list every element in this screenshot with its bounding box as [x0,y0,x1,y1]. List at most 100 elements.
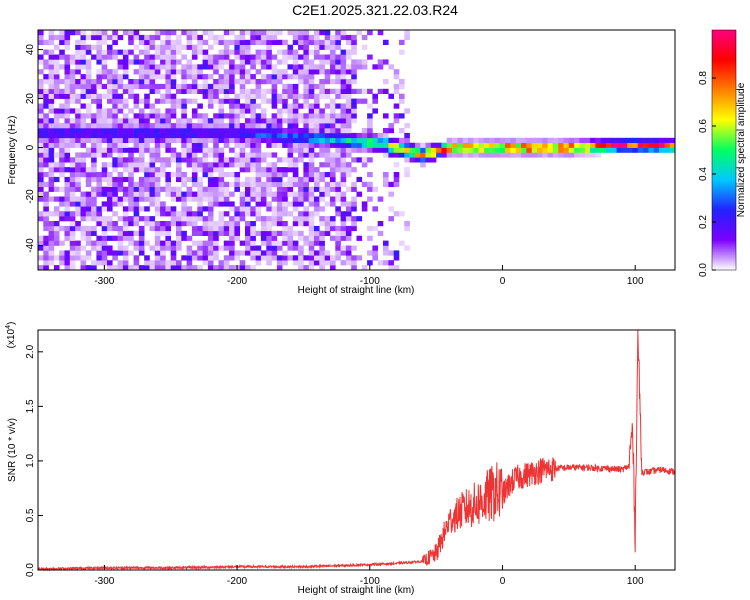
spectrogram-cell [160,250,166,256]
spectrogram-cell [345,118,352,124]
spectrogram-cell [298,103,304,109]
spectrogram-cell [154,167,161,173]
spectrogram-cell [207,83,214,90]
spectrogram-cell [191,128,198,134]
spectrogram-cell [409,157,416,163]
spectrogram-cell [314,240,320,246]
spectrogram-cell [250,176,256,183]
spectrogram-cell [266,260,272,266]
spectrogram-cell [292,83,299,90]
snr-y-tick-label: 1.5 [25,399,36,413]
spectrogram-cell [330,108,336,114]
spectrogram-cell [234,137,240,143]
spectrogram-cell [170,240,177,246]
spectrogram-cell [266,255,272,261]
spectrogram-cell [292,93,299,99]
spectrogram-cell [69,245,76,251]
spectrogram-cell [271,162,278,168]
spectrogram-cell [218,216,225,222]
spectrogram-cell [611,147,617,153]
spectrogram-cell [96,59,102,65]
spectrogram-cell [223,59,230,65]
spectrogram-cell [165,83,171,90]
spectrogram-cell [367,103,373,109]
spectrogram-cell [234,118,240,124]
spectrogram-cell [239,216,246,222]
spectrogram-cell [160,201,166,207]
spectrogram-cell [526,142,532,148]
spectrogram-cell [308,88,315,94]
spectrogram-cell [271,255,278,261]
spectrogram-cell [260,59,267,65]
spectrogram-cell [85,64,92,70]
spectrogram-cell [340,162,347,168]
spectrogram-cell [298,211,304,217]
spectrogram-cell [260,132,267,139]
spectrogram-cell [276,240,283,246]
spectrogram-cell [202,93,209,99]
spectrogram-cell [324,34,331,41]
colorbar-tick-label: 0.8 [698,71,709,85]
spectrogram-cell [303,39,309,45]
spectrogram-cell [80,235,87,241]
spectrogram-cell [170,255,177,261]
spectrogram-cell [96,147,102,153]
spectrogram-cell [292,88,299,94]
spectrogram-cell [229,225,235,232]
spectrogram-cell [314,201,320,207]
spectrogram-cell [292,128,299,134]
spectrogram-cell [59,113,65,119]
spectrogram-cell [255,152,262,158]
spectrogram-cell [133,181,140,187]
spectrogram-cell [38,245,44,251]
spectrogram-cell [107,152,113,158]
spectrogram-cell [351,69,357,75]
spectrogram-cell [260,54,267,60]
spectrogram-cell [218,176,225,183]
spectrogram-cell [213,201,219,207]
spectrogram-cell [101,132,108,139]
spectrogram-cell [48,64,55,70]
spectrogram-cell [356,64,363,70]
spectrogram-y-tick-label: 20 [25,93,36,105]
spectrogram-cell [229,69,235,75]
spectrogram-cell [112,201,118,207]
spectrogram-cell [128,79,134,85]
spectrogram-cell [80,74,87,80]
spectrogram-cell [260,98,267,104]
spectrogram-cell [335,69,341,75]
spectrogram-cell [107,250,113,256]
spectrogram-cell [292,255,299,261]
spectrogram-cell [239,211,246,217]
spectrogram-cell [276,221,283,227]
spectrogram-cell [144,176,150,183]
spectrogram-cell [404,132,410,139]
spectrogram-cell [133,132,140,139]
spectrogram-cell [191,44,198,50]
spectrogram-cell [250,93,256,99]
spectrogram-cell [186,30,193,36]
spectrogram-cell [351,118,357,124]
spectrogram-cell [234,211,240,217]
spectrogram-cell [361,142,368,148]
spectrogram-cell [181,191,187,197]
spectrogram-cell [43,113,49,119]
spectrogram-cell [314,167,320,173]
spectrogram-cell [430,142,437,148]
spectrogram-cell [160,39,166,45]
spectrogram-cell [149,162,156,168]
spectrogram-cell [213,196,219,202]
spectrogram-cell [96,74,102,80]
spectrogram-cell [223,137,230,143]
spectrogram-cell [181,265,187,271]
spectrogram-cell [101,245,108,251]
spectrogram-cell [43,137,49,143]
spectrogram-cell [181,172,187,178]
spectrogram-cell [308,191,315,197]
spectrogram-cell [112,176,118,183]
spectrogram-cell [218,225,225,232]
spectrogram-cell [75,255,81,261]
spectrogram-cell [372,142,378,148]
spectrogram-cell [202,255,209,261]
spectrogram-cell [255,147,262,153]
